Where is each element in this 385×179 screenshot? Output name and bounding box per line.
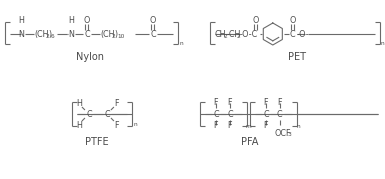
Text: PET: PET (288, 52, 306, 62)
Text: H: H (18, 16, 24, 25)
Text: -O-C: -O-C (239, 30, 258, 38)
Text: F: F (264, 98, 268, 107)
Text: N: N (18, 30, 24, 38)
Text: 3: 3 (288, 132, 291, 137)
Text: 6: 6 (51, 34, 55, 39)
Text: C: C (290, 30, 296, 38)
Text: N: N (68, 30, 74, 38)
Text: F: F (228, 98, 232, 107)
Text: H: H (68, 16, 74, 25)
Text: n: n (381, 40, 385, 45)
Text: F: F (214, 122, 218, 130)
Text: C: C (263, 110, 269, 118)
Text: C: C (150, 30, 156, 38)
Text: m: m (246, 124, 252, 129)
Text: C: C (86, 110, 92, 118)
Text: -O-: -O- (297, 30, 310, 38)
Text: F: F (264, 122, 268, 130)
Text: n: n (179, 40, 183, 45)
Text: ): ) (114, 30, 117, 38)
Text: F: F (228, 122, 232, 130)
Text: H: H (76, 98, 82, 108)
Text: O: O (150, 16, 156, 25)
Text: 2: 2 (224, 34, 228, 39)
Text: (CH: (CH (100, 30, 114, 38)
Text: F: F (278, 98, 282, 107)
Text: F: F (214, 98, 218, 107)
Text: -CH: -CH (226, 30, 241, 38)
Text: 2: 2 (111, 34, 115, 39)
Text: O: O (253, 16, 259, 25)
Text: C: C (213, 110, 219, 118)
Text: 10: 10 (117, 34, 124, 39)
Text: C: C (277, 110, 283, 118)
Text: Nylon: Nylon (76, 52, 104, 62)
Text: 2: 2 (45, 34, 49, 39)
Text: C: C (227, 110, 233, 118)
Text: PTFE: PTFE (85, 137, 109, 147)
Text: ): ) (48, 30, 51, 38)
Text: F: F (115, 120, 119, 129)
Text: C: C (104, 110, 110, 118)
Text: CH: CH (215, 30, 226, 38)
Text: F: F (115, 98, 119, 108)
Text: H: H (76, 120, 82, 129)
Text: OCF: OCF (275, 129, 291, 137)
Text: n: n (297, 124, 301, 129)
Text: PFA: PFA (241, 137, 258, 147)
Text: C: C (84, 30, 90, 38)
Text: O: O (290, 16, 296, 25)
Text: n: n (133, 122, 137, 127)
Text: O: O (84, 16, 90, 25)
Text: 2: 2 (237, 34, 241, 39)
Text: (CH: (CH (34, 30, 49, 38)
